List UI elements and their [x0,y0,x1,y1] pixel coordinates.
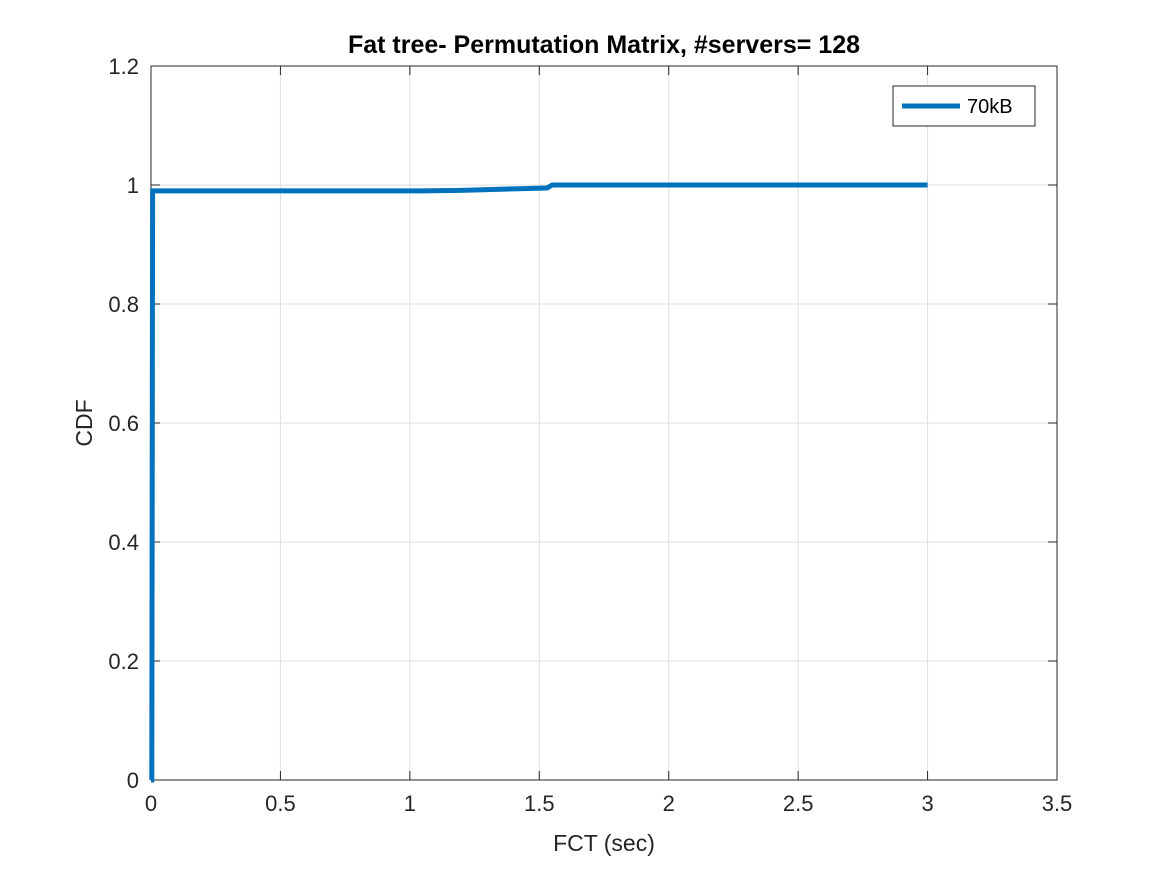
x-tick-label: 1.5 [524,791,555,816]
y-tick-label: 0.8 [108,292,139,317]
chart-title: Fat tree- Permutation Matrix, #servers= … [348,31,860,59]
y-tick-label: 1 [127,173,139,198]
y-tick-label: 0.4 [108,530,139,555]
y-tick-label: 0 [127,768,139,793]
x-tick-label: 2.5 [783,791,814,816]
x-tick-label: 2 [663,791,675,816]
x-tick-label: 3.5 [1042,791,1073,816]
x-tick-label: 1 [404,791,416,816]
x-tick-label: 0.5 [265,791,296,816]
legend-label: 70kB [967,96,1013,118]
y-tick-label: 0.2 [108,649,139,674]
y-tick-label: 1.2 [108,54,139,79]
series-line-70kb [149,182,928,783]
y-axis-label: CDF [71,399,97,446]
legend: 70kB [892,85,1036,127]
x-tick-label: 0 [145,791,157,816]
x-tick-label: 3 [921,791,933,816]
x-axis-label: FCT (sec) [553,830,655,856]
y-tick-label: 0.6 [108,411,139,436]
